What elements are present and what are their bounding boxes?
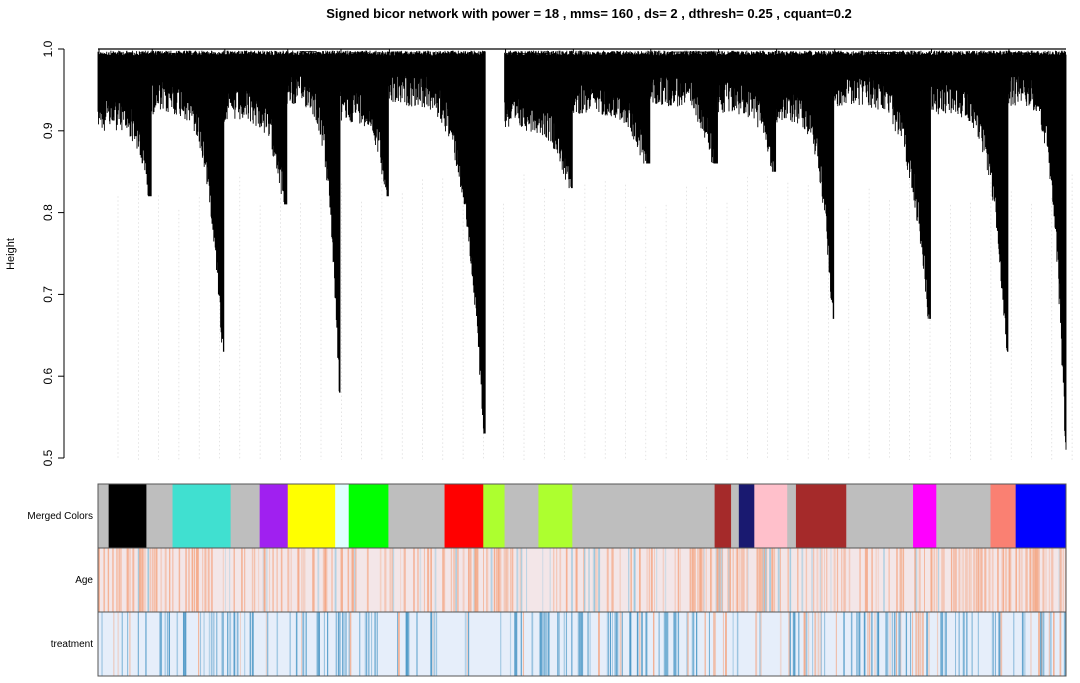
module-color-segment <box>846 484 914 548</box>
module-color-segment <box>504 484 539 548</box>
y-axis-label: Height <box>5 238 17 270</box>
y-tick-label: 1.0 <box>41 40 55 57</box>
dendrogram-branch <box>387 49 486 434</box>
module-color-segment <box>146 484 174 548</box>
color-tracks <box>97 483 1067 677</box>
module-color-segment <box>714 484 732 548</box>
module-color-segment <box>754 484 788 548</box>
y-axis: 0.5 0.6 0.7 0.8 0.9 1.0 <box>41 40 65 466</box>
module-color-segment <box>108 484 147 548</box>
module-color-segment <box>483 484 506 548</box>
module-color-segment <box>98 484 110 548</box>
y-tick-label: 0.9 <box>41 122 55 139</box>
y-tick-label: 0.8 <box>41 204 55 221</box>
dendrogram-branch <box>223 49 288 205</box>
dendrogram-branch <box>339 49 389 197</box>
track-0 <box>97 483 1067 549</box>
module-color-segment <box>990 484 1017 548</box>
dendrogram-branch <box>150 49 225 352</box>
y-tick-label: 0.6 <box>41 368 55 385</box>
track-label-age: Age <box>75 575 93 586</box>
module-color-segment <box>172 484 232 548</box>
module-color-segment <box>572 484 716 548</box>
track-border <box>97 611 1067 677</box>
track-2 <box>97 611 1067 677</box>
chart-title: Signed bicor network with power = 18 , m… <box>326 6 852 21</box>
track-background <box>98 548 1066 612</box>
module-color-segment <box>538 484 573 548</box>
track-label-merged-colors: Merged Colors <box>27 511 93 522</box>
module-color-segment <box>259 484 289 548</box>
dendrogram-branch <box>833 49 931 319</box>
dendrogram-tree <box>97 48 1067 450</box>
track-labels: Merged Colors Age treatment <box>27 511 93 650</box>
dendrogram-branch <box>649 49 718 164</box>
module-color-segment <box>287 484 336 548</box>
y-tick-label: 0.7 <box>41 286 55 303</box>
track-1 <box>97 547 1067 613</box>
module-color-segment <box>787 484 797 548</box>
module-color-segment <box>913 484 937 548</box>
dendrogram-branch <box>930 49 1009 352</box>
dendrogram-branch <box>504 49 573 189</box>
module-color-segment <box>1015 484 1067 548</box>
dendrogram-branch <box>717 49 777 172</box>
module-color-segment <box>230 484 261 548</box>
track-label-treatment: treatment <box>51 639 93 650</box>
module-color-segment <box>731 484 740 548</box>
module-color-segment <box>348 484 389 548</box>
dendrogram-branch <box>775 49 835 319</box>
module-color-segment <box>388 484 446 548</box>
dendrogram-branch <box>1007 49 1067 450</box>
module-color-segment <box>936 484 991 548</box>
module-color-segment <box>795 484 847 548</box>
y-tick-label: 0.5 <box>41 449 55 466</box>
dendrogram-branch <box>286 49 341 393</box>
module-color-segment <box>738 484 755 548</box>
dendrogram-branch <box>571 49 651 164</box>
module-color-segment <box>444 484 484 548</box>
gridlines <box>117 174 1073 460</box>
dendrogram-branch <box>97 49 152 197</box>
module-color-segment <box>335 484 350 548</box>
